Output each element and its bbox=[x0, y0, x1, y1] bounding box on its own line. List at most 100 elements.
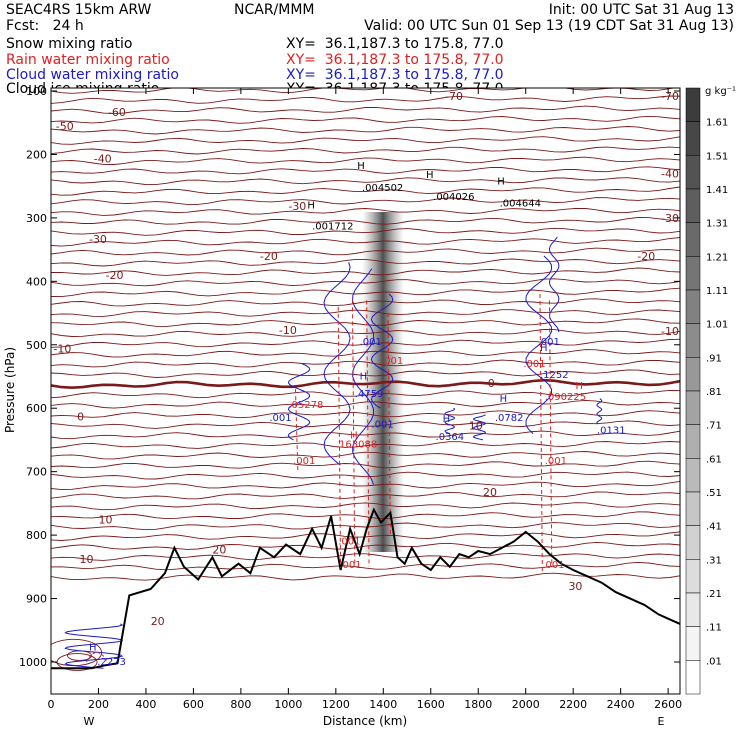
field-label: .001 bbox=[360, 337, 382, 348]
rain-contour bbox=[86, 651, 109, 663]
contour-label: -30 bbox=[89, 233, 107, 246]
isotherm-0 bbox=[51, 378, 680, 390]
field-label: .001 bbox=[371, 419, 393, 430]
colorbar-label: 1.61 bbox=[706, 118, 728, 129]
colorbar-label: 1.01 bbox=[706, 320, 728, 331]
rain-shaft bbox=[351, 300, 356, 567]
x-tick-label: 2000 bbox=[512, 698, 540, 711]
cloud-contours bbox=[64, 236, 603, 669]
field-label: .001712 bbox=[312, 221, 353, 232]
colorbar-segment bbox=[685, 390, 701, 425]
colorbar-segment bbox=[685, 660, 701, 695]
isotherm-line bbox=[51, 146, 680, 155]
x-tick-label: 1000 bbox=[274, 698, 302, 711]
colorbar-label: .21 bbox=[706, 589, 722, 600]
isotherm-line bbox=[51, 329, 680, 337]
isotherm-loop bbox=[56, 653, 98, 671]
field-label: H bbox=[576, 381, 584, 392]
isotherm-line bbox=[51, 126, 680, 135]
isotherm-line bbox=[51, 511, 680, 520]
isotherm-line bbox=[51, 207, 680, 216]
field-label: .001 bbox=[538, 337, 560, 348]
field-label: .001 bbox=[269, 413, 291, 424]
isotherm-line bbox=[51, 258, 680, 267]
isotherm-line bbox=[51, 136, 680, 145]
cloud-water-contour bbox=[323, 262, 351, 466]
field-label: H bbox=[360, 372, 368, 383]
colorbar: 1.61 1.51 1.41 1.31 1.21 1.11 1.01 .91 .81 .71 .61… bbox=[685, 87, 728, 695]
contour-label: 10 bbox=[469, 419, 483, 432]
x-tick-label: 800 bbox=[230, 698, 251, 711]
y-tick-label: 100 bbox=[26, 85, 47, 98]
y-tick-label: 600 bbox=[26, 402, 47, 415]
field-label: H bbox=[426, 170, 434, 181]
legend-rain-xy: XY= 36.1,187.3 to 175.8, 77.0 bbox=[286, 52, 504, 68]
colorbar-label: .01 bbox=[706, 656, 722, 667]
colorbar-label: .71 bbox=[706, 421, 722, 432]
fcst-label: Fcst: 24 h bbox=[6, 18, 84, 34]
colorbar-label: 1.11 bbox=[706, 286, 728, 297]
x-tick-label: 200 bbox=[88, 698, 109, 711]
x-tick-label: 1400 bbox=[369, 698, 397, 711]
legend-snow-xy: XY= 36.1,187.3 to 175.8, 77.0 bbox=[286, 36, 504, 52]
isotherm-line bbox=[51, 217, 680, 225]
contour-label: -20 bbox=[106, 269, 124, 282]
isotherm-line bbox=[51, 166, 680, 175]
isotherm-line bbox=[51, 95, 680, 104]
cloud-water-contour bbox=[472, 414, 487, 441]
field-labels: .004502 .004026 .004644 .001712 .001 .001 .001… bbox=[89, 161, 626, 668]
terrain bbox=[51, 507, 680, 670]
legend-snow-label: Snow mixing ratio bbox=[6, 36, 132, 52]
colorbar-label: .91 bbox=[706, 353, 722, 364]
field-label: .0364 bbox=[436, 432, 465, 443]
init-label: Init: 00 UTC Sat 31 Aug 13 bbox=[549, 2, 734, 18]
isotherm-line bbox=[51, 105, 680, 115]
field-label: .001 bbox=[523, 359, 545, 370]
field-label: .001 bbox=[545, 456, 567, 467]
y-tick-label: 500 bbox=[26, 339, 47, 352]
isotherm-line bbox=[51, 287, 680, 298]
isotherm-line bbox=[51, 399, 680, 409]
contour-label: 20 bbox=[483, 486, 497, 499]
field-label: .4759 bbox=[355, 389, 384, 400]
contour-label: -30 bbox=[661, 212, 679, 225]
x-end-label-west: W bbox=[84, 715, 95, 728]
contour-label: -70 bbox=[445, 90, 463, 103]
colorbar-label: .11 bbox=[706, 623, 722, 634]
x-tick-label: 1200 bbox=[322, 698, 350, 711]
colorbar-label: 1.31 bbox=[706, 219, 728, 230]
legend-rain-label: Rain water mixing ratio bbox=[6, 52, 170, 68]
cloud-water-contour bbox=[64, 623, 124, 669]
field-label: .001 bbox=[338, 537, 360, 548]
x-tick-label: 2600 bbox=[654, 698, 682, 711]
field-label: H bbox=[443, 414, 451, 425]
x-tick-label: 600 bbox=[183, 698, 204, 711]
isotherm-line bbox=[51, 247, 680, 256]
x-tick-label: 1600 bbox=[417, 698, 445, 711]
y-tick-label: 1000 bbox=[19, 656, 47, 669]
isotherm-line bbox=[51, 186, 680, 196]
rain-shaft bbox=[387, 313, 391, 536]
contour-label: 0 bbox=[77, 410, 84, 423]
isotherm-line bbox=[51, 227, 680, 236]
contour-label: -10 bbox=[661, 325, 679, 338]
colorbar-unit: g kg⁻¹ bbox=[705, 86, 736, 97]
isotherm-line bbox=[51, 237, 680, 247]
isotherm-line bbox=[51, 451, 680, 460]
colorbar-segment bbox=[685, 424, 701, 459]
cloud-water-contour bbox=[525, 255, 553, 434]
colorbar-segment bbox=[685, 323, 701, 358]
colorbar-segment bbox=[685, 87, 701, 122]
cloud-water-contour bbox=[352, 268, 375, 485]
contour-label: -60 bbox=[108, 106, 126, 119]
field-label: .001 bbox=[339, 560, 361, 571]
isotherm-line bbox=[51, 88, 676, 94]
isotherm-line bbox=[51, 309, 680, 317]
colorbar-segment bbox=[685, 357, 701, 392]
colorbar-segment bbox=[685, 592, 701, 627]
field-label: H bbox=[89, 643, 97, 654]
axes: 0 200 400 600 800 1000 1200 1400 1600 1800 2000 220… bbox=[19, 85, 682, 711]
contour-label: 0 bbox=[488, 377, 495, 390]
field-label: H bbox=[307, 200, 315, 211]
